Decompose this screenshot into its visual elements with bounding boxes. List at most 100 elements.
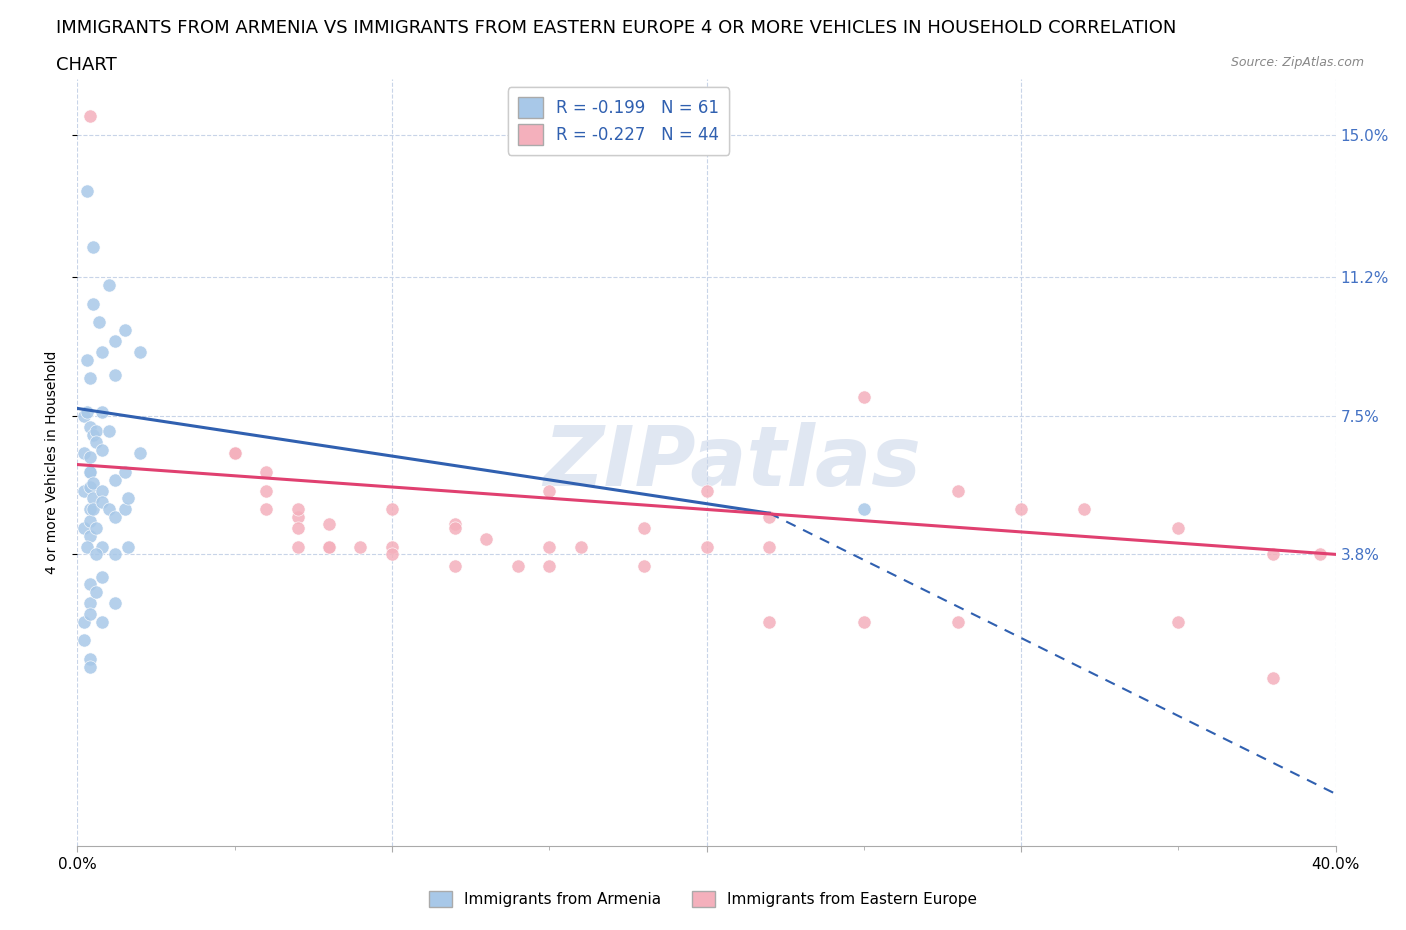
Point [76, 405, 98, 419]
Point [72, 615, 94, 630]
Point [79, 465, 101, 480]
Point [72, 408, 94, 423]
Point [82, 502, 104, 517]
Point [104, 510, 127, 525]
Point [79, 595, 101, 610]
Point [82, 240, 104, 255]
Point [79, 652, 101, 667]
Point [318, 539, 340, 554]
Point [254, 502, 277, 517]
Point [852, 502, 875, 517]
Point [79, 419, 101, 434]
Point [444, 517, 467, 532]
Point [318, 539, 340, 554]
Point [104, 472, 127, 487]
Point [224, 445, 246, 460]
Point [91, 495, 114, 510]
Point [82, 491, 104, 506]
Point [97, 423, 120, 438]
Point [79, 465, 101, 480]
Point [104, 595, 127, 610]
Point [104, 334, 127, 349]
Point [224, 445, 246, 460]
Point [79, 513, 101, 528]
Point [72, 633, 94, 648]
Point [1261, 671, 1284, 685]
Point [349, 539, 371, 554]
Point [76, 184, 98, 199]
Point [79, 659, 101, 674]
Point [1167, 615, 1189, 630]
Point [97, 277, 120, 292]
Point [318, 517, 340, 532]
Point [287, 510, 309, 525]
Point [696, 484, 718, 498]
Point [84, 547, 107, 562]
Point [381, 502, 404, 517]
Point [538, 558, 561, 573]
Point [91, 539, 114, 554]
Point [79, 528, 101, 543]
Point [91, 405, 114, 419]
Point [948, 484, 970, 498]
Point [104, 547, 127, 562]
Point [84, 423, 107, 438]
Point [117, 539, 139, 554]
Point [91, 484, 114, 498]
Point [117, 491, 139, 506]
Point [114, 502, 136, 517]
Point [948, 615, 970, 630]
Point [758, 615, 780, 630]
Point [129, 345, 152, 360]
Point [72, 484, 94, 498]
Point [758, 539, 780, 554]
Point [381, 539, 404, 554]
Point [91, 345, 114, 360]
Point [538, 539, 561, 554]
Point [72, 445, 94, 460]
Point [1167, 521, 1189, 536]
Point [758, 510, 780, 525]
Point [72, 521, 94, 536]
Point [129, 445, 152, 460]
Point [79, 109, 101, 124]
Legend: R = -0.199   N = 61, R = -0.227   N = 44: R = -0.199 N = 61, R = -0.227 N = 44 [508, 87, 730, 154]
Point [287, 502, 309, 517]
Text: IMMIGRANTS FROM ARMENIA VS IMMIGRANTS FROM EASTERN EUROPE 4 OR MORE VEHICLES IN : IMMIGRANTS FROM ARMENIA VS IMMIGRANTS FR… [56, 19, 1177, 36]
Point [1261, 547, 1284, 562]
Point [91, 615, 114, 630]
Point [91, 442, 114, 457]
Text: ZIPatlas: ZIPatlas [543, 422, 921, 503]
Point [633, 521, 655, 536]
Point [254, 484, 277, 498]
Text: Source: ZipAtlas.com: Source: ZipAtlas.com [1230, 56, 1364, 69]
Point [76, 539, 98, 554]
Point [381, 547, 404, 562]
Point [79, 577, 101, 591]
Point [287, 521, 309, 536]
Point [79, 606, 101, 621]
Point [444, 558, 467, 573]
Point [538, 484, 561, 498]
Point [84, 521, 107, 536]
Legend: Immigrants from Armenia, Immigrants from Eastern Europe: Immigrants from Armenia, Immigrants from… [423, 884, 983, 913]
Y-axis label: 4 or more Vehicles in Household: 4 or more Vehicles in Household [45, 351, 59, 575]
Point [82, 427, 104, 442]
Text: CHART: CHART [56, 56, 117, 73]
Point [1309, 547, 1331, 562]
Point [89, 315, 111, 330]
Point [97, 502, 120, 517]
Point [82, 476, 104, 491]
Point [114, 323, 136, 338]
Point [852, 390, 875, 405]
Point [82, 296, 104, 311]
Point [84, 584, 107, 599]
Point [569, 539, 592, 554]
Point [475, 532, 498, 547]
Point [84, 434, 107, 449]
Point [506, 558, 529, 573]
Point [633, 558, 655, 573]
Point [444, 521, 467, 536]
Point [114, 465, 136, 480]
Point [79, 371, 101, 386]
